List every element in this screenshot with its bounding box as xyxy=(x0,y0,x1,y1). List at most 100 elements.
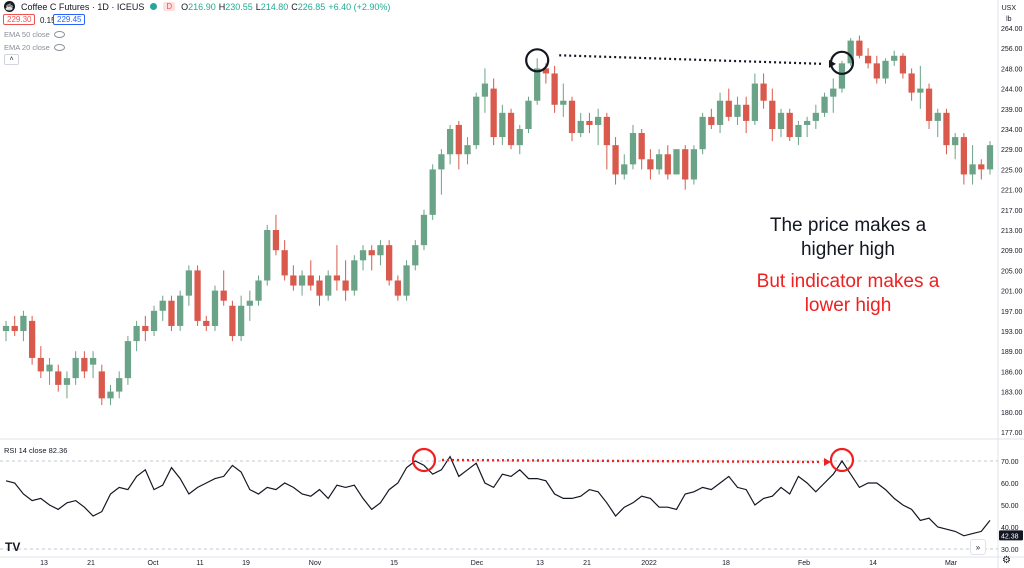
time-tick-label: 13 xyxy=(536,560,544,567)
candle-body xyxy=(743,104,750,121)
rsi-tick-label: 40.00 xyxy=(1001,525,1019,532)
candle-body xyxy=(211,290,219,326)
ohlc-key: L xyxy=(255,1,261,12)
candle-body xyxy=(812,112,819,121)
settings-gear-icon[interactable]: ⚙ xyxy=(1002,555,1011,566)
candle-body xyxy=(716,100,724,125)
candle-body xyxy=(943,112,950,146)
candle-body xyxy=(107,391,114,399)
rsi-tick-label: 60.00 xyxy=(1001,481,1019,488)
candle-body xyxy=(882,60,889,79)
price-tick-label: 221.00 xyxy=(1001,188,1023,195)
candle-body xyxy=(612,145,619,175)
candle-body xyxy=(37,357,44,372)
time-tick-label: Oct xyxy=(148,560,159,567)
candle-body xyxy=(925,88,933,121)
candle-body xyxy=(377,245,384,256)
candle-body xyxy=(220,290,227,301)
price-divergence-arrowhead xyxy=(828,59,836,68)
candle-body xyxy=(803,120,811,125)
candle-body xyxy=(621,164,628,175)
symbol-title[interactable]: Coffee C Futures · 1D · ICEUS xyxy=(21,1,145,12)
time-tick-label: 2022 xyxy=(641,560,657,567)
time-tick-label: Dec xyxy=(471,560,484,567)
price-high-marker xyxy=(525,48,550,73)
candle-body xyxy=(455,124,462,155)
time-tick-label: 18 xyxy=(722,560,730,567)
price-tick-label: 197.00 xyxy=(1001,309,1023,316)
price-tick-label: 248.00 xyxy=(1001,66,1023,73)
price-tick-label: 213.00 xyxy=(1001,228,1023,235)
ohlc-readout: O216.90 H230.55 L214.80 C226.85 +6.40 (+… xyxy=(181,2,390,12)
time-tick-label: Mar xyxy=(945,560,958,567)
ohlc-key: H xyxy=(218,1,226,12)
indicator-ema20[interactable]: EMA 20 close xyxy=(4,43,65,52)
candle-body xyxy=(769,100,776,129)
candle-body xyxy=(203,320,210,326)
candle-body xyxy=(438,154,445,170)
rsi-tick-label: 70.00 xyxy=(1001,459,1019,466)
candle-body xyxy=(551,73,558,105)
price-tick-label: 177.00 xyxy=(1001,430,1023,437)
candle-body xyxy=(124,341,132,379)
eye-icon[interactable] xyxy=(53,31,65,38)
ohlc-value: 230.55 xyxy=(225,1,253,12)
tradingview-logo[interactable]: TV xyxy=(5,540,21,554)
price-tick-label: 209.00 xyxy=(1001,248,1023,255)
annotation-line: The price makes a xyxy=(769,215,927,236)
time-tick-label: 15 xyxy=(390,560,398,567)
candle-body xyxy=(446,129,454,155)
eye-icon[interactable] xyxy=(53,44,65,51)
candle-body xyxy=(81,357,88,372)
symbol-logo-icon[interactable]: ☕ xyxy=(4,1,15,12)
scroll-to-realtime-button[interactable]: » xyxy=(970,539,986,555)
price-tick-label: 180.00 xyxy=(1001,410,1023,417)
sell-price-button[interactable]: 229.30 xyxy=(3,14,36,25)
candle-body xyxy=(229,305,236,337)
rsi-line xyxy=(5,455,991,537)
candle-body xyxy=(978,164,985,170)
candle-body xyxy=(342,280,349,291)
rsi-legend[interactable]: RSI 14 close 82.36 xyxy=(4,446,67,455)
candle-body xyxy=(473,96,480,146)
indicator-label: EMA 50 close xyxy=(4,30,50,39)
candle-body xyxy=(168,300,175,326)
indicator-ema50[interactable]: EMA 50 close xyxy=(4,30,65,39)
time-tick-label: 19 xyxy=(242,560,250,567)
price-divergence-line xyxy=(559,54,823,65)
candle-body xyxy=(89,357,97,365)
price-annotation: The price makes a higher high xyxy=(728,214,968,262)
price-scale-currency[interactable]: USX lb xyxy=(1002,3,1016,25)
rsi-high-marker xyxy=(411,447,437,473)
price-tick-label: 225.00 xyxy=(1001,167,1023,174)
candle-body xyxy=(116,378,123,392)
time-tick-label: 13 xyxy=(40,560,48,567)
rsi-divergence-line xyxy=(441,458,822,464)
candle-body xyxy=(830,88,837,97)
price-tick-label: 244.00 xyxy=(1001,87,1023,94)
candle-body xyxy=(751,83,759,121)
candle-body xyxy=(2,325,10,331)
candle-body xyxy=(873,63,880,79)
candle-body xyxy=(673,149,680,175)
candle-body xyxy=(838,63,846,89)
candle-body xyxy=(725,100,732,117)
candle-body xyxy=(629,133,637,165)
buy-price-button[interactable]: 229.45 xyxy=(53,14,86,25)
price-tick-label: 183.00 xyxy=(1001,390,1023,397)
price-tick-label: 256.00 xyxy=(1001,46,1023,53)
candle-body xyxy=(298,275,306,286)
candle-body xyxy=(412,245,419,266)
delayed-badge: D xyxy=(163,2,176,11)
candle-body xyxy=(499,112,506,138)
price-change: +6.40 (+2.90%) xyxy=(328,1,391,12)
candle-body xyxy=(272,230,280,251)
collapse-legend-button[interactable]: ˄ xyxy=(4,54,19,65)
price-tick-label: 234.00 xyxy=(1001,127,1023,134)
candle-body xyxy=(760,83,767,101)
candle-body xyxy=(11,325,18,331)
currency-label: USX xyxy=(1001,5,1016,12)
time-tick-label: 21 xyxy=(583,560,591,567)
candle-body xyxy=(821,96,828,113)
